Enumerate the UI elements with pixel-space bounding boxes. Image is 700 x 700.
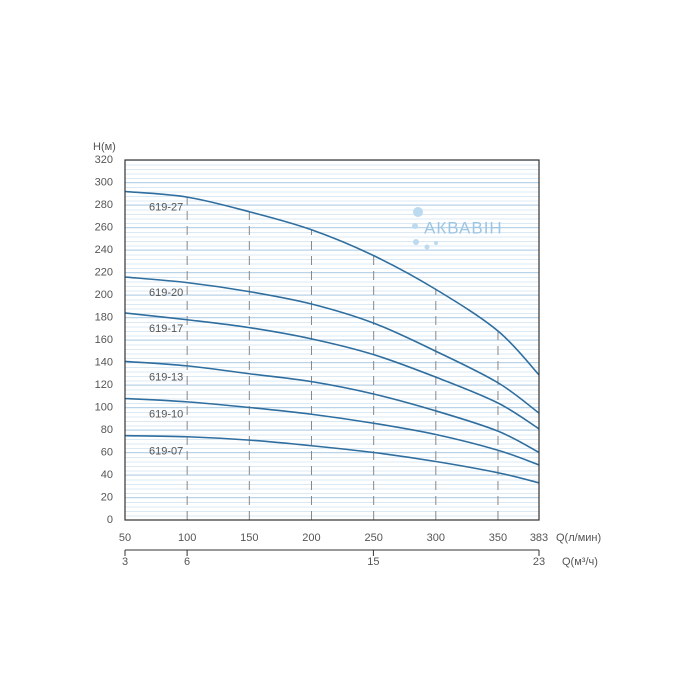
y-tick-label: 280 [95, 199, 113, 211]
x-axis-label: Q(л/мин) [556, 532, 601, 544]
y-tick-label: 80 [101, 424, 113, 436]
x2-tick-label: 6 [184, 556, 190, 568]
series-label: 619-27 [149, 201, 183, 213]
y-tick-label: 240 [95, 244, 113, 256]
y-tick-label: 100 [95, 401, 113, 413]
curve [124, 434, 540, 484]
x2-tick-label: 3 [122, 556, 128, 568]
curve [124, 190, 540, 376]
series-label: 619-07 [149, 446, 183, 458]
x-tick-label: 300 [427, 532, 445, 544]
x2-tick-label: 15 [367, 556, 379, 568]
y-tick-label: 0 [107, 514, 113, 526]
y-tick-label: 220 [95, 266, 113, 278]
series-label: 619-10 [149, 408, 183, 420]
y-tick-label: 120 [95, 379, 113, 391]
x2-tick-label: 23 [533, 556, 545, 568]
y-tick-label: 260 [95, 221, 113, 233]
x-tick-label: 350 [489, 532, 507, 544]
curve [124, 397, 540, 466]
y-tick-label: 60 [101, 446, 113, 458]
y-tick-label: 180 [95, 311, 113, 323]
y-tick-label: 20 [101, 491, 113, 503]
y-tick-label: 140 [95, 356, 113, 368]
series-label: 619-20 [149, 287, 183, 299]
x-tick-label: 250 [364, 532, 382, 544]
curve [124, 312, 540, 430]
curve [124, 360, 540, 454]
y-axis-label: H(м) [93, 141, 116, 153]
x-tick-label: 383 [530, 532, 548, 544]
x-tick-label: 150 [240, 532, 258, 544]
y-tick-label: 200 [95, 289, 113, 301]
x-tick-label: 200 [302, 532, 320, 544]
x-tick-label: 50 [119, 532, 131, 544]
y-tick-label: 320 [95, 154, 113, 166]
y-tick-label: 40 [101, 469, 113, 481]
series-label: 619-17 [149, 323, 183, 335]
plot-frame [124, 159, 540, 521]
logo: АКВАВІН [412, 207, 503, 250]
watermark: АКВАВІН [424, 218, 503, 237]
series-label: 619-13 [149, 371, 183, 383]
y-tick-label: 300 [95, 176, 113, 188]
x-tick-label: 100 [178, 532, 196, 544]
x2-axis-label: Q(м³/ч) [562, 556, 598, 568]
y-tick-label: 160 [95, 334, 113, 346]
curve [124, 276, 540, 414]
